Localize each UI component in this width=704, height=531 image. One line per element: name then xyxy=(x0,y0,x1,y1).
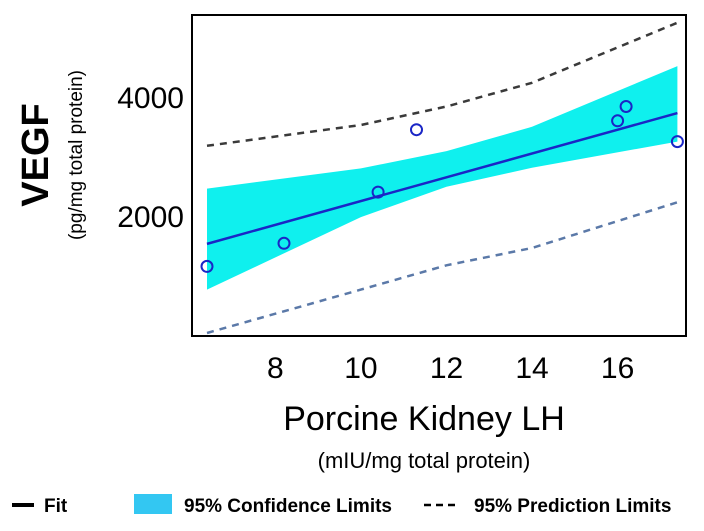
y-axis-ticks: 2000 4000 xyxy=(117,82,184,234)
legend-fit-label: Fit xyxy=(44,496,68,517)
plot-layer xyxy=(200,21,684,335)
x-tick-label: 16 xyxy=(601,352,634,385)
data-point xyxy=(200,259,214,273)
legend-confidence-swatch xyxy=(134,494,172,514)
x-tick-label: 10 xyxy=(344,352,377,385)
data-point xyxy=(277,236,291,250)
x-axis-title: Porcine Kidney LH xyxy=(283,400,565,438)
data-point xyxy=(670,135,684,149)
x-axis-ticks: 8 10 12 14 16 xyxy=(267,352,634,385)
plot-frame xyxy=(191,14,687,337)
x-tick-label: 8 xyxy=(267,352,284,385)
legend: Fit 95% Confidence Limits 95% Prediction… xyxy=(12,494,671,517)
y-tick-label: 4000 xyxy=(117,82,184,115)
y-tick-label: 2000 xyxy=(117,201,184,234)
data-points xyxy=(200,100,684,273)
fit-line xyxy=(206,111,678,246)
legend-confidence-label: 95% Confidence Limits xyxy=(184,496,392,517)
data-point xyxy=(410,123,423,137)
data-point xyxy=(619,100,633,113)
y-axis-subtitle: (pg/mg total protein) xyxy=(66,70,87,240)
legend-prediction-label: 95% Prediction Limits xyxy=(474,496,671,517)
x-tick-label: 12 xyxy=(430,352,463,385)
x-axis-subtitle: (mIU/mg total protein) xyxy=(318,448,531,473)
prediction-lower-line xyxy=(206,201,678,335)
y-axis-title: VEGF xyxy=(15,103,57,206)
data-point xyxy=(611,114,625,128)
data-point xyxy=(371,185,385,199)
x-tick-label: 14 xyxy=(515,352,548,385)
